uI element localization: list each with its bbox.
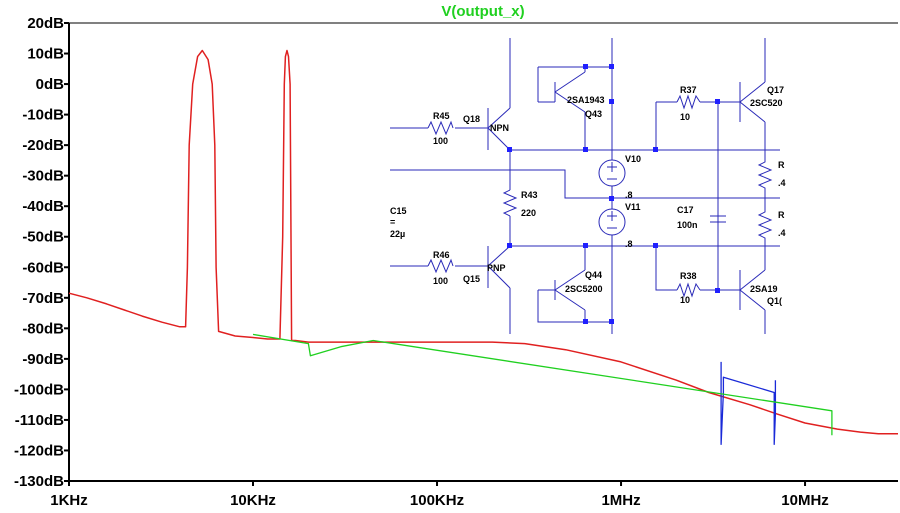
trace-series-line — [68, 49, 898, 435]
y-tick-label: -110dB — [15, 412, 64, 429]
y-tick-group: 20dB 10dB 0dB -10dB -20dB -30dB -40dB -50dB -60d… — [14, 15, 69, 490]
schematic-label: Q18 — [463, 114, 480, 124]
schematic-wire — [427, 258, 454, 274]
schematic-wire — [676, 282, 701, 298]
y-tick-label: -20dB — [22, 137, 64, 154]
y-tick-label: -30dB — [22, 168, 64, 185]
y-tick-label: -120dB — [14, 442, 64, 459]
trace-series-line — [720, 361, 777, 446]
schematic-label: .4 — [778, 178, 786, 188]
y-tick-label: -50dB — [22, 229, 64, 246]
schematic-label: Q15 — [463, 274, 480, 284]
schematic-label: Q17 — [767, 85, 784, 95]
schematic-wire — [710, 215, 726, 223]
schematic-label: Q44 — [585, 270, 602, 280]
schematic-labels: R45 100 Q18 NPN 2SA1943 Q43 R37 10 Q17 2… — [390, 85, 786, 306]
schematic-label: 100 — [433, 276, 448, 286]
schematic-label: 2SA1943 — [567, 95, 605, 105]
schematic-wire — [655, 246, 766, 334]
y-tick-label: -70dB — [22, 290, 64, 307]
schematic-wire — [537, 246, 613, 334]
y-tick-label: -10dB — [22, 107, 64, 124]
y-tick-label: -90dB — [22, 351, 64, 368]
schematic-label: 10 — [680, 112, 690, 122]
schematic-label: Q1( — [767, 296, 782, 306]
schematic-label: R — [778, 210, 785, 220]
schematic-label: PNP — [487, 263, 506, 273]
trace-series-line — [252, 333, 833, 436]
trace-group — [68, 49, 898, 446]
schematic-label: C15 — [390, 206, 407, 216]
schematic-label: V10 — [625, 154, 641, 164]
schematic-label: R45 — [433, 111, 450, 121]
schematic-label: 2SC5200 — [565, 284, 603, 294]
schematic-label: Q43 — [585, 109, 602, 119]
schematic-label: 100n — [677, 220, 698, 230]
y-tick-label: 10dB — [27, 46, 64, 63]
schematic-label: .8 — [625, 239, 633, 249]
schematic-wire — [676, 94, 701, 110]
y-tick-label: 20dB — [27, 15, 64, 32]
schematic-label: 10 — [680, 295, 690, 305]
schematic-junctions — [507, 64, 720, 324]
x-tick-group: 1KHz 10KHz 100KHz 1MHz 10MHz — [50, 481, 829, 509]
y-tick-label: -130dB — [14, 473, 64, 490]
y-tick-label: -40dB — [22, 198, 64, 215]
x-tick-label: 100KHz — [410, 492, 464, 509]
schematic-wire — [427, 120, 454, 136]
schematic-wire — [655, 38, 766, 290]
schematic-label: .8 — [625, 190, 633, 200]
schematic-label: 220 — [521, 208, 536, 218]
schematic-wire — [502, 150, 780, 247]
y-tick-label: -60dB — [22, 259, 64, 276]
chart-title[interactable]: V(output_x) — [441, 3, 524, 20]
schematic-label: V11 — [625, 202, 641, 212]
circuit-schematic-overlay: R45 100 Q18 NPN 2SA1943 Q43 R37 10 Q17 2… — [390, 38, 786, 334]
y-tick-label: -80dB — [22, 320, 64, 337]
schematic-label: 100 — [433, 136, 448, 146]
schematic-wire — [390, 245, 511, 334]
schematic-label: 2SC520 — [750, 98, 783, 108]
schematic-label: NPN — [490, 123, 509, 133]
schematic-label: R37 — [680, 85, 697, 95]
y-tick-label: 0dB — [36, 76, 65, 93]
schematic-label: 2SA19 — [750, 284, 778, 294]
schematic-label: = — [390, 217, 395, 227]
schematic-wire — [537, 38, 613, 150]
schematic-wire — [757, 150, 773, 246]
schematic-label: C17 — [677, 205, 694, 215]
x-tick-label: 10KHz — [230, 492, 276, 509]
schematic-label: 22µ — [390, 229, 405, 239]
x-tick-label: 1KHz — [50, 492, 88, 509]
schematic-wire — [390, 150, 780, 246]
schematic-label: R — [778, 160, 785, 170]
schematic-wire — [390, 38, 780, 151]
schematic-label: R38 — [680, 271, 697, 281]
x-tick-label: 10MHz — [781, 492, 829, 509]
y-tick-label: -100dB — [14, 381, 64, 398]
x-tick-label: 1MHz — [601, 492, 640, 509]
schematic-label: .4 — [778, 228, 786, 238]
schematic-label: R46 — [433, 250, 450, 260]
schematic-label: R43 — [521, 190, 538, 200]
